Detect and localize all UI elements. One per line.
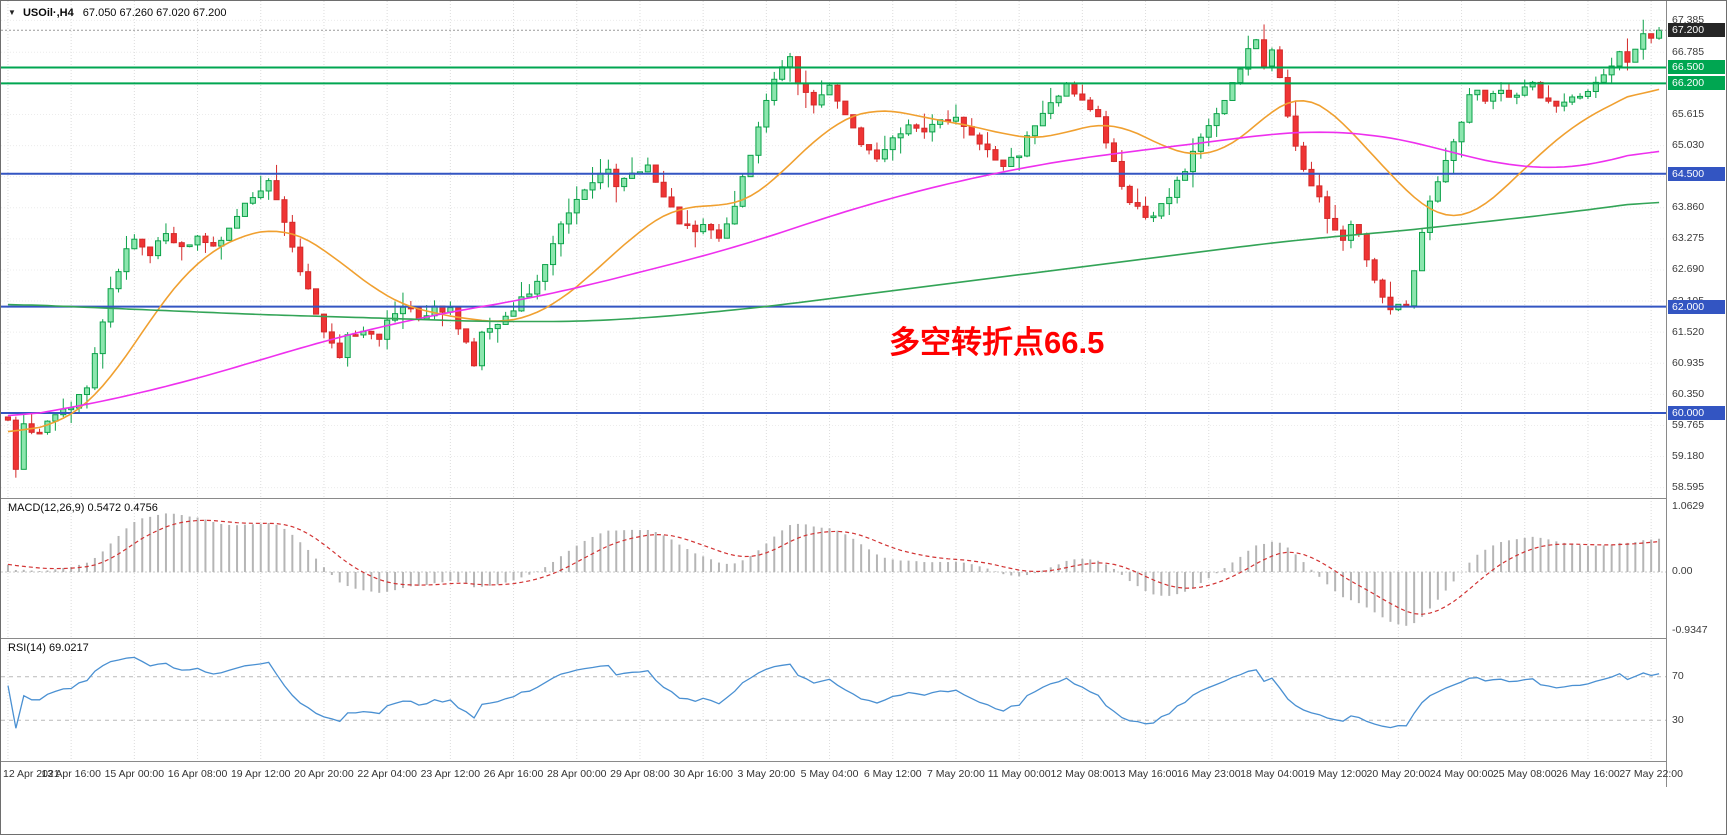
price-level-label: 60.000 bbox=[1668, 405, 1725, 420]
time-tick-label: 27 May 22:00 bbox=[1619, 768, 1683, 780]
symbol-info-bar: ▼ USOil·,H4 67.050 67.260 67.020 67.200 bbox=[8, 7, 227, 19]
price-tick-label: 66.785 bbox=[1672, 45, 1705, 58]
time-tick-label: 5 May 04:00 bbox=[800, 768, 859, 780]
price-candlestick-chart[interactable] bbox=[1, 1, 1666, 498]
price-tick-label: 59.765 bbox=[1672, 418, 1705, 431]
time-tick-label: 3 May 20:00 bbox=[737, 768, 796, 780]
time-tick-label: 24 May 00:00 bbox=[1429, 768, 1494, 780]
price-level-label: 66.500 bbox=[1668, 60, 1725, 75]
ma-mid-magenta bbox=[7, 131, 1660, 417]
time-tick-label: 18 May 04:00 bbox=[1240, 768, 1304, 780]
price-scale-axis[interactable]: 67.38566.78566.20065.61565.03064.44563.8… bbox=[1666, 1, 1726, 787]
time-tick-label: 20 May 20:00 bbox=[1366, 768, 1431, 780]
ma-slow-green bbox=[7, 201, 1660, 323]
price-tick-label: 62.690 bbox=[1672, 263, 1705, 276]
time-tick-label: 22 Apr 04:00 bbox=[357, 768, 417, 780]
price-level-label: 62.000 bbox=[1668, 299, 1725, 314]
price-tick-label: 59.180 bbox=[1672, 450, 1705, 463]
time-tick-label: 13 Apr 16:00 bbox=[41, 768, 101, 780]
time-tick-label: 23 Apr 12:00 bbox=[420, 768, 481, 780]
price-tick-label: 67.385 bbox=[1672, 13, 1705, 26]
macd-tick-label: 0.00 bbox=[1672, 565, 1693, 578]
collapse-triangle-icon[interactable]: ▼ bbox=[8, 8, 16, 17]
price-tick-label: 63.275 bbox=[1672, 232, 1705, 245]
time-tick-label: 13 May 16:00 bbox=[1113, 768, 1178, 780]
time-tick-label: 12 May 08:00 bbox=[1050, 768, 1115, 780]
current-price-label: 67.200 bbox=[1668, 23, 1725, 38]
time-tick-label: 11 May 00:00 bbox=[987, 768, 1051, 780]
time-tick-label: 19 Apr 12:00 bbox=[230, 768, 291, 780]
time-tick-label: 29 Apr 08:00 bbox=[610, 768, 670, 780]
time-tick-label: 26 May 16:00 bbox=[1556, 768, 1620, 780]
price-tick-label: 65.615 bbox=[1672, 107, 1705, 120]
rsi-tick-label: 70 bbox=[1672, 670, 1684, 683]
price-level-label: 64.500 bbox=[1668, 166, 1725, 181]
price-tick-label: 60.350 bbox=[1672, 387, 1705, 400]
time-scale-axis[interactable]: 12 Apr 2021 13 Apr 16:00 15 Apr 00:00 16 Ap… bbox=[1, 762, 1683, 787]
time-tick-label: 12 Apr 2021 bbox=[3, 768, 60, 780]
time-tick-label: 15 Apr 00:00 bbox=[104, 768, 165, 780]
time-tick-label: 26 Apr 16:00 bbox=[483, 768, 544, 780]
chart-annotation-text: 多空转折点66.5 bbox=[889, 325, 1105, 360]
price-tick-label: 65.030 bbox=[1672, 139, 1705, 152]
price-tick-label: 60.935 bbox=[1672, 356, 1705, 369]
time-tick-label: 30 Apr 16:00 bbox=[673, 768, 733, 780]
panel-separator[interactable] bbox=[1, 638, 1726, 639]
rsi-indicator-chart[interactable] bbox=[1, 638, 1666, 761]
macd-tick-label: 1.0629 bbox=[1672, 499, 1705, 512]
time-tick-label: 16 Apr 08:00 bbox=[167, 768, 228, 780]
time-tick-label: 25 May 08:00 bbox=[1492, 768, 1557, 780]
panel-separator[interactable] bbox=[1, 498, 1726, 499]
macd-indicator-label: MACD(12,26,9) 0.5472 0.4756 bbox=[8, 502, 158, 514]
ohlc-readout: 67.050 67.260 67.020 67.200 bbox=[82, 7, 227, 19]
time-tick-label: 19 May 12:00 bbox=[1303, 768, 1367, 780]
time-tick-label: 28 Apr 00:00 bbox=[546, 768, 607, 780]
rsi-tick-label: 30 bbox=[1672, 713, 1684, 726]
price-tick-label: 58.595 bbox=[1672, 481, 1705, 494]
price-level-label: 66.200 bbox=[1668, 76, 1725, 91]
time-tick-label: 16 May 23:00 bbox=[1176, 768, 1241, 780]
price-tick-label: 61.520 bbox=[1672, 325, 1705, 338]
symbol-period-label: USOil·,H4 bbox=[22, 7, 74, 19]
price-tick-label: 63.860 bbox=[1672, 201, 1705, 214]
panel-separator bbox=[1, 761, 1726, 762]
macd-indicator-chart[interactable] bbox=[1, 498, 1666, 638]
ma-fast-orange bbox=[7, 88, 1660, 433]
rsi-indicator-label: RSI(14) 69.0217 bbox=[8, 642, 89, 654]
time-tick-label: 6 May 12:00 bbox=[863, 768, 922, 780]
macd-tick-label: -0.9347 bbox=[1672, 623, 1708, 636]
time-tick-label: 20 Apr 20:00 bbox=[294, 768, 354, 780]
time-tick-label: 7 May 20:00 bbox=[927, 768, 985, 780]
